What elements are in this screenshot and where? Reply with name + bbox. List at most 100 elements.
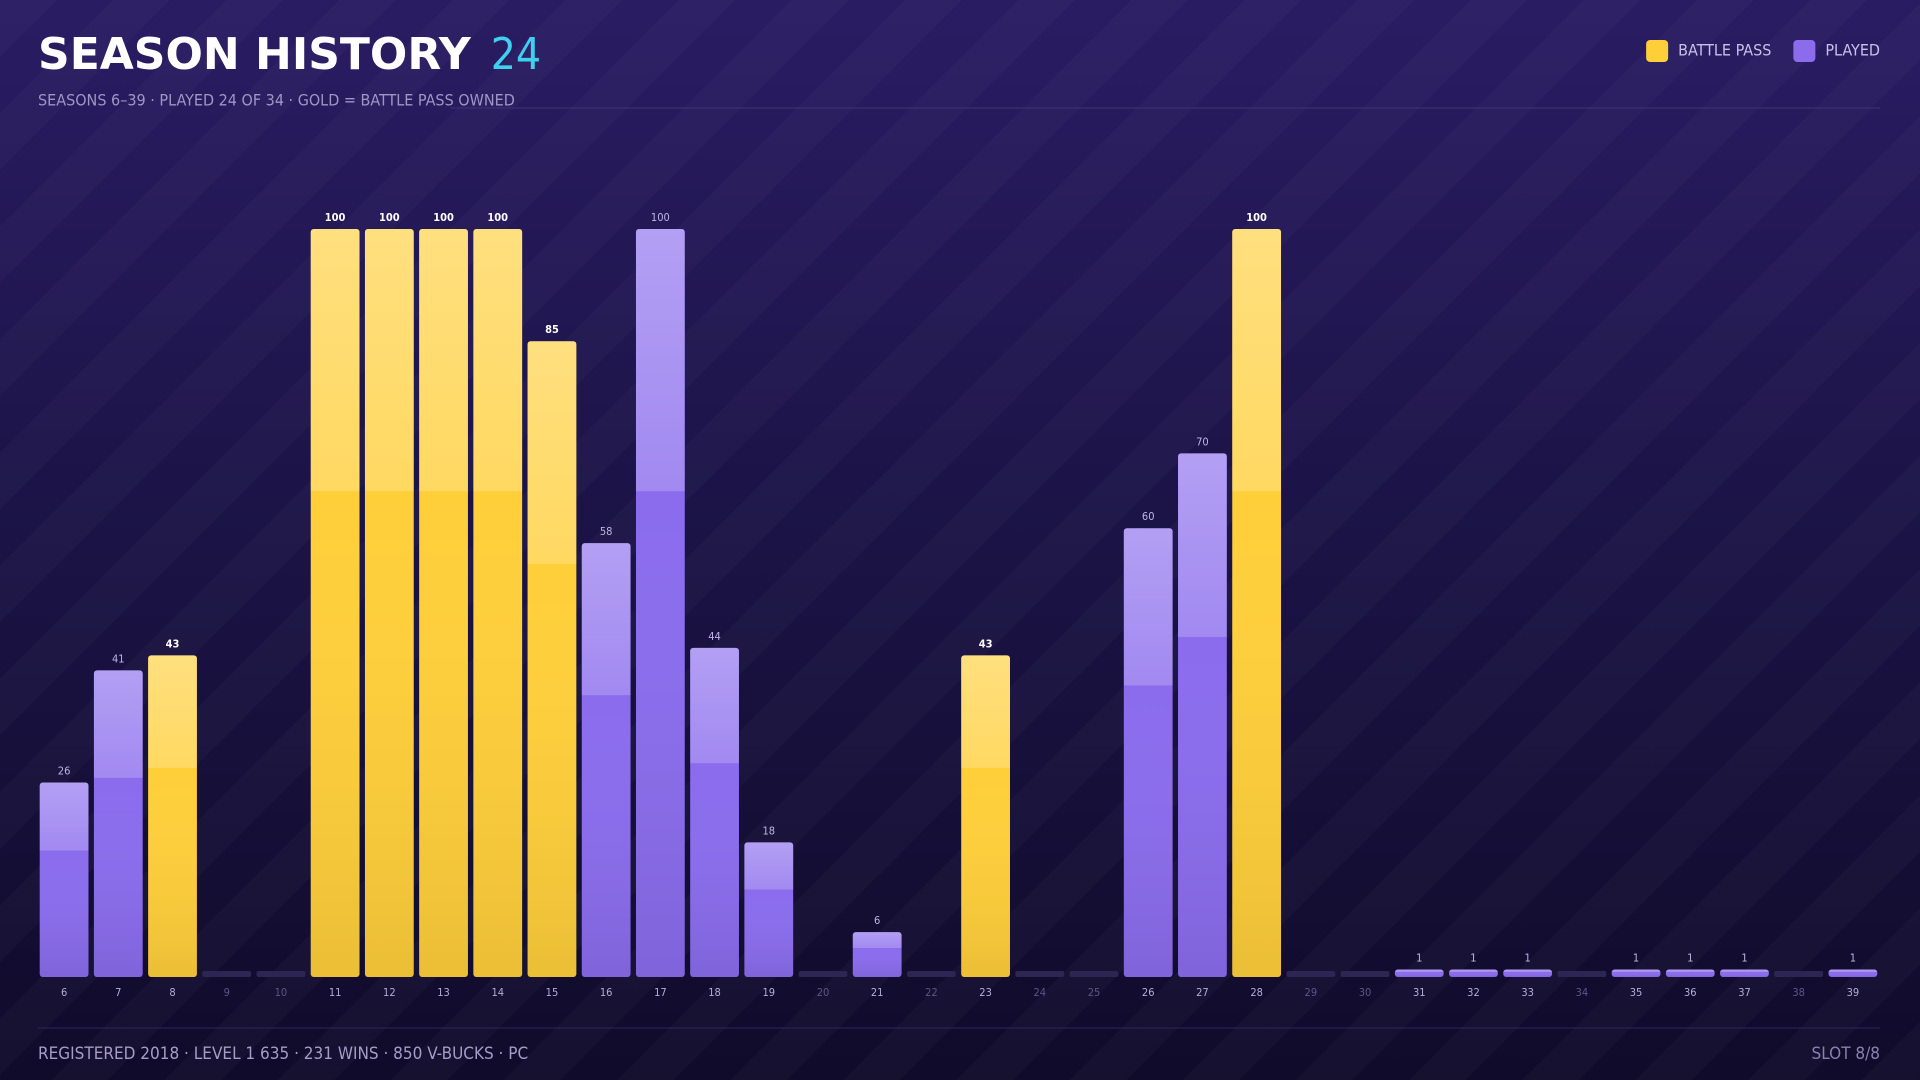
value-label: 100	[487, 211, 508, 224]
bar-shine	[473, 229, 523, 977]
value-label: 43	[166, 637, 180, 650]
bar-shine	[310, 229, 360, 977]
x-tick-label: 24	[1034, 986, 1047, 999]
bar-shine	[1449, 969, 1498, 977]
bar-shine	[635, 229, 685, 977]
x-tick-label: 10	[275, 986, 288, 999]
empty-slot	[1015, 971, 1065, 977]
x-tick-label: 13	[437, 986, 450, 999]
bar-shine	[961, 655, 1010, 977]
value-label: 6	[874, 914, 880, 927]
value-label: 70	[1196, 435, 1209, 448]
bar-shine	[1178, 453, 1227, 977]
empty-slot	[1340, 971, 1390, 977]
bar-shine	[93, 670, 143, 977]
value-label: 18	[762, 824, 775, 837]
empty-slot	[256, 971, 306, 977]
bar-shine	[1394, 969, 1444, 977]
x-tick-label: 33	[1521, 986, 1534, 999]
value-label: 1	[1850, 952, 1856, 965]
bar-shine	[419, 229, 468, 977]
x-tick-label: 19	[762, 986, 775, 999]
x-tick-label: 38	[1792, 986, 1805, 999]
empty-slot	[798, 971, 848, 977]
bar-shine	[852, 932, 902, 977]
footer: REGISTERED 2018 · LEVEL 1 635 · 231 WINS…	[38, 1044, 528, 1064]
value-label: 100	[651, 211, 670, 224]
footer-right: SLOT 8/8	[1812, 1044, 1880, 1064]
bar-shine	[1665, 969, 1715, 977]
value-label: 100	[1246, 211, 1267, 224]
value-label: 1	[1633, 952, 1639, 965]
x-tick-label: 29	[1305, 986, 1318, 999]
x-tick-label: 27	[1196, 986, 1209, 999]
bar-shine	[1720, 969, 1769, 977]
legend-swatch	[1793, 40, 1816, 62]
x-tick-label: 12	[383, 986, 396, 999]
x-tick-label: 8	[169, 986, 175, 999]
value-label: 41	[112, 652, 125, 665]
value-label: 58	[600, 525, 613, 538]
legend-swatch	[1646, 40, 1669, 62]
bar-shine	[1611, 969, 1661, 977]
x-tick-label: 6	[61, 986, 67, 999]
value-label: 1	[1741, 952, 1747, 965]
x-tick-label: 31	[1413, 986, 1426, 999]
value-label: 100	[325, 211, 346, 224]
title-count: 24	[491, 29, 541, 80]
value-label: 26	[58, 765, 71, 778]
bar-shine	[1503, 969, 1553, 977]
value-label: 44	[708, 630, 721, 643]
bar-shine	[527, 341, 577, 977]
value-label: 100	[433, 211, 454, 224]
x-tick-label: 36	[1684, 986, 1697, 999]
bar-shine	[744, 842, 794, 977]
bar-shine	[39, 782, 89, 977]
legend-label: BATTLE PASS	[1678, 41, 1771, 60]
x-tick-label: 17	[654, 986, 667, 999]
x-tick-label: 9	[224, 986, 230, 999]
value-label: 43	[979, 637, 993, 650]
x-tick-label: 25	[1088, 986, 1101, 999]
empty-slot	[1774, 971, 1824, 977]
x-tick-label: 37	[1738, 986, 1751, 999]
x-tick-label: 16	[600, 986, 613, 999]
bar-shine	[1232, 229, 1282, 977]
value-label: 1	[1470, 952, 1476, 965]
legend-label: PLAYED	[1825, 41, 1880, 60]
x-tick-label: 22	[925, 986, 938, 999]
empty-slot	[907, 971, 956, 977]
bar-shine	[581, 543, 631, 977]
x-tick-label: 18	[708, 986, 721, 999]
x-tick-label: 28	[1250, 986, 1263, 999]
bar-shine	[690, 647, 739, 977]
x-tick-label: 30	[1359, 986, 1372, 999]
empty-slot	[1557, 971, 1607, 977]
value-label: 1	[1525, 952, 1531, 965]
value-label: 1	[1416, 952, 1422, 965]
x-tick-label: 15	[546, 986, 559, 999]
x-tick-label: 7	[115, 986, 121, 999]
bar-shine	[364, 229, 414, 977]
empty-slot	[1286, 971, 1336, 977]
x-tick-label: 21	[871, 986, 884, 999]
empty-slot	[1069, 971, 1119, 977]
x-tick-label: 34	[1576, 986, 1589, 999]
legend: PLAYED BATTLE PASS	[1646, 40, 1880, 62]
x-tick-label: 14	[491, 986, 504, 999]
bar-shine	[1123, 528, 1173, 977]
bar-shine	[148, 655, 197, 977]
x-tick-label: 26	[1142, 986, 1155, 999]
x-tick-label: 23	[979, 986, 992, 999]
x-tick-label: 20	[817, 986, 830, 999]
value-label: 60	[1142, 510, 1155, 523]
empty-slot	[202, 971, 252, 977]
subtitle: SEASONS 6–39 · PLAYED 24 OF 34 · GOLD = …	[38, 91, 515, 110]
title: SEASON HISTORY	[38, 29, 472, 80]
value-label: 100	[379, 211, 400, 224]
bar-shine	[1828, 969, 1878, 977]
x-tick-label: 32	[1467, 986, 1480, 999]
x-tick-label: 35	[1630, 986, 1643, 999]
